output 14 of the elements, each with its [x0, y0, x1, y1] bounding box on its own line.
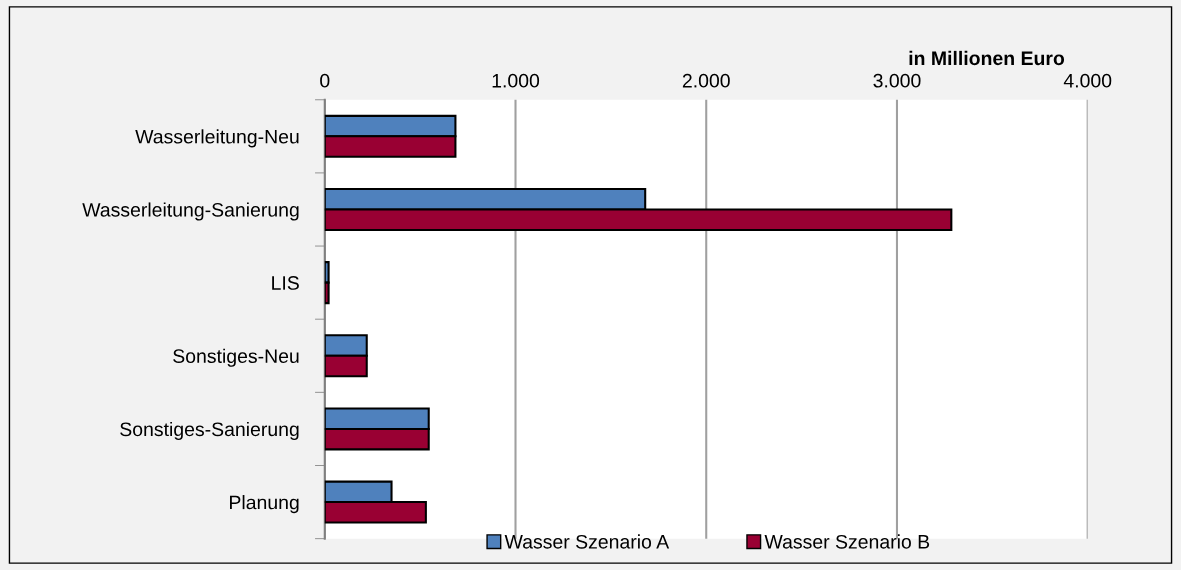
x-tick-label: 0: [320, 73, 330, 88]
x-tick-label: 1.000: [492, 73, 540, 88]
y-tick-label: Sonstiges-Sanierung: [120, 421, 299, 441]
y-tick-label: LIS: [272, 276, 299, 290]
y-tick-label: Wasserleitung-Neu: [135, 129, 299, 148]
y-tick-label: Wasserleitung-Sanierung: [82, 202, 299, 221]
x-tick-label: 2.000: [682, 73, 730, 88]
x-axis-title: in Millionen Euro: [909, 50, 1065, 66]
x-tick-label: 4.000: [1063, 73, 1112, 88]
y-tick-label: Sonstiges-Neu: [173, 348, 299, 367]
y-tick-label: Planung: [230, 495, 299, 514]
legend-label: Wasser Szenario A: [504, 534, 670, 549]
x-tick-label: 3.000: [873, 73, 921, 88]
legend-label: Wasser Szenario B: [764, 534, 930, 549]
